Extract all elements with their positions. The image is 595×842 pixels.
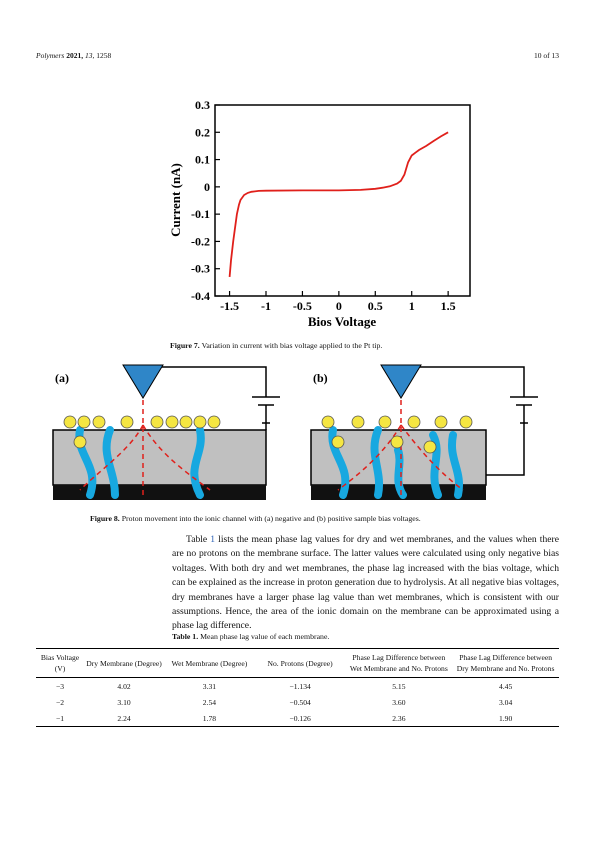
table-cell: 1.78: [164, 710, 255, 727]
x-tick-label: 0: [336, 299, 342, 313]
table-cell: −2: [55, 698, 65, 707]
table-cell: −3: [55, 682, 65, 691]
table-cell: 4.45: [498, 682, 513, 691]
x-tick-label: -0.5: [293, 299, 312, 313]
table-cell: −1.134: [289, 682, 311, 691]
y-tick-label: 0.2: [195, 125, 210, 139]
chart: Current (nA) Bios Voltage -0.4 -0.3 -0.2 -0…: [168, 98, 471, 329]
volume: 13,: [84, 51, 95, 60]
table-cell: 5.15: [392, 682, 406, 691]
caption-text: Variation in current with bias voltage a…: [201, 341, 383, 350]
table-row: −1 2.24 1.78 −0.126 2.36 1.90: [36, 710, 559, 727]
figure-caption: Figure 8. Proton movement into the ionic…: [90, 514, 421, 523]
table-cell: 4.02: [117, 682, 131, 691]
text: Table: [186, 534, 211, 545]
running-header: Polymers 2021, 13, 1258: [36, 51, 111, 60]
table-cell: 2.24: [84, 710, 165, 727]
y-tick-label: 0.3: [195, 98, 210, 112]
table-cell: −0.126: [254, 710, 346, 727]
year: 2021,: [66, 51, 84, 60]
data-line: [228, 131, 449, 277]
table-row: −3 4.02 3.31 −1.134 5.15 4.45: [36, 678, 559, 695]
y-tick-label: -0.3: [191, 262, 210, 276]
panel-label: (b): [313, 371, 328, 385]
table-cell: −0.504: [289, 698, 311, 707]
figure-label: Figure 8.: [90, 514, 120, 523]
table-cell: 1.90: [452, 710, 559, 727]
table-cell: 3.31: [202, 682, 217, 691]
figure-caption: Figure 7. Variation in current with bias…: [170, 341, 382, 350]
table-row: −2 3.10 2.54 −0.504 3.60 3.04: [36, 694, 559, 710]
caption-text: Proton movement into the ionic channel w…: [121, 514, 421, 523]
table-cell: −1: [36, 710, 85, 727]
table-cell: 3.10: [117, 698, 131, 707]
x-tick-label: -1: [261, 299, 271, 313]
x-tick-label: 1.5: [441, 299, 456, 313]
journal: Polymers: [36, 51, 65, 60]
panel-label: (a): [55, 371, 69, 385]
y-tick-label: -0.2: [191, 234, 210, 248]
figure-label: Figure 7.: [170, 341, 200, 350]
header-row: Bias Voltage (V) Dry Membrane (Degree) Wet…: [36, 648, 559, 678]
article: 1258: [96, 51, 112, 60]
x-tick-label: 0.5: [368, 299, 383, 313]
y-tick-label: 0.1: [195, 153, 210, 167]
table-cell: 2.36: [345, 710, 453, 727]
table-caption: Table 1. Mean phase lag value of each me…: [172, 632, 329, 641]
y-axis-label: Current (nA): [168, 163, 183, 237]
y-tick-label: -0.1: [191, 207, 210, 221]
column-header: Dry Membrane (Degree): [84, 648, 165, 678]
x-tick-label: -1.5: [220, 299, 239, 313]
plot-frame: [214, 104, 471, 297]
panel: (b): [310, 364, 538, 500]
column-header: Bias Voltage (V): [36, 648, 85, 678]
text: lists the mean phase lag values for dry …: [172, 534, 559, 632]
y-tick-label: -0.4: [191, 289, 210, 303]
column-header: Wet Membrane (Degree): [164, 648, 255, 678]
paragraph: Table 1 lists the mean phase lag values …: [172, 533, 559, 634]
page-number: 10 of 13: [534, 51, 559, 60]
table-cell: 3.60: [392, 698, 406, 707]
table-cell: 3.04: [498, 698, 513, 707]
diagram: (a) (b): [52, 364, 538, 500]
y-tick-label: 0: [204, 180, 210, 194]
caption-text: Mean phase lag value of each membrane.: [200, 632, 330, 641]
x-axis-label: Bios Voltage: [308, 314, 376, 329]
table-label: Table 1.: [172, 632, 199, 641]
column-header: Phase Lag Difference between Dry Membran…: [452, 648, 559, 678]
table: Bias Voltage (V) Dry Membrane (Degree) Wet…: [36, 648, 559, 727]
column-header: Phase Lag Difference between Wet Membran…: [345, 648, 453, 678]
table-link[interactable]: 1: [210, 534, 216, 545]
column-header: No. Protons (Degree): [254, 648, 346, 678]
x-tick-label: 1: [409, 299, 415, 313]
table-cell: 2.54: [202, 698, 217, 707]
panel: (a): [52, 364, 280, 500]
